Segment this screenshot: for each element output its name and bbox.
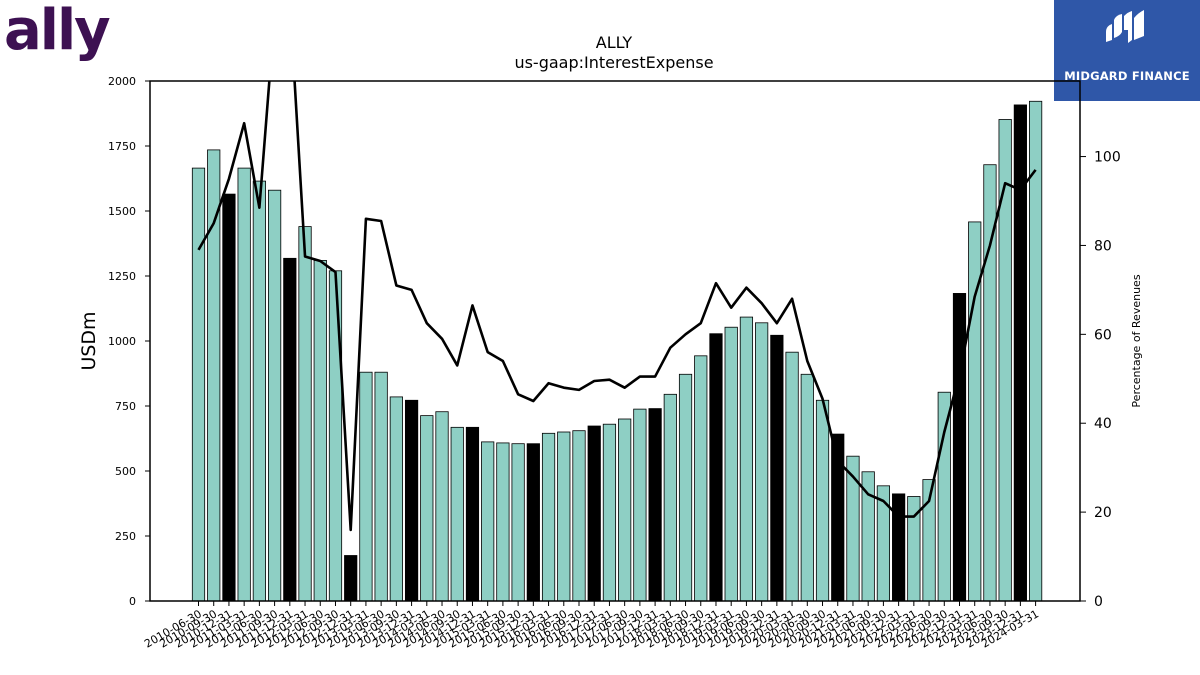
y-tick-label: 0 — [129, 595, 136, 608]
y2-tick-label: 40 — [1094, 416, 1112, 432]
bar — [496, 442, 510, 602]
bar — [694, 355, 708, 602]
bar — [648, 408, 662, 602]
chart-title: ALLY — [596, 33, 633, 52]
y-tick-label: 250 — [115, 530, 136, 543]
bar — [359, 371, 373, 602]
bar — [526, 443, 540, 602]
y2-tick-label: 60 — [1094, 327, 1112, 343]
bar — [998, 119, 1012, 602]
bar — [298, 226, 312, 602]
y-tick-label: 750 — [115, 400, 136, 413]
bar — [481, 441, 495, 602]
ally-logo: ally — [4, 0, 114, 74]
bar — [420, 415, 434, 602]
bar — [892, 493, 906, 602]
percentage-of-revenues-line — [197, 81, 1037, 532]
bar — [541, 432, 556, 602]
bar — [815, 399, 830, 602]
bar — [770, 334, 784, 602]
bar — [724, 326, 738, 602]
bar — [739, 316, 754, 602]
bar — [587, 425, 601, 602]
bar — [709, 333, 723, 602]
bar — [633, 408, 647, 602]
bar — [283, 257, 297, 602]
midgard-logo-icon — [1106, 10, 1144, 43]
bar — [344, 555, 358, 602]
bar — [313, 259, 327, 602]
bar — [678, 373, 693, 602]
bar — [222, 193, 236, 602]
y-axis-left: 0 250 500 750 1000 1250 1500 1750 2000 — [108, 75, 150, 608]
bar — [602, 423, 617, 602]
y-tick-label: 500 — [115, 465, 136, 478]
bar — [663, 393, 677, 602]
y-axis-label: USDm — [78, 311, 100, 370]
ally-logo-text: ally — [4, 0, 110, 63]
bar — [557, 431, 571, 602]
bar — [435, 411, 449, 602]
bar-series — [191, 100, 1043, 602]
bar — [191, 167, 206, 602]
y2-tick-label: 100 — [1094, 150, 1121, 166]
bar — [404, 399, 419, 602]
y2-tick-label: 20 — [1094, 505, 1112, 521]
bar — [572, 430, 586, 602]
y-tick-label: 1250 — [108, 270, 136, 283]
bar — [450, 426, 464, 602]
bar — [755, 322, 769, 602]
bar — [267, 189, 282, 602]
bar — [618, 418, 632, 602]
bar — [237, 167, 251, 602]
bar — [389, 396, 403, 602]
bar — [252, 180, 266, 602]
bar — [511, 443, 525, 602]
x-axis: 2010-06-302010-09-302010-12-312011-03-31… — [142, 601, 1041, 651]
y2-tick-label: 0 — [1094, 594, 1103, 610]
chart-subtitle: us-gaap:InterestExpense — [514, 53, 713, 72]
y-tick-label: 1000 — [108, 335, 136, 348]
midgard-finance-watermark: MIDGARD FINANCE — [1054, 0, 1200, 101]
y-tick-label: 1750 — [108, 140, 136, 153]
bar — [328, 270, 343, 602]
midgard-finance-label: MIDGARD FINANCE — [1064, 69, 1190, 83]
y-axis-right: 0 20 40 60 80 100 — [1080, 150, 1121, 610]
bar — [785, 351, 799, 602]
bar — [937, 391, 951, 602]
bar — [876, 485, 891, 602]
y2-axis-label: Percentage of Revenues — [1130, 274, 1143, 407]
percentage-line-layer — [197, 81, 1037, 532]
bar — [1013, 104, 1027, 602]
bar — [374, 371, 388, 602]
y-tick-label: 1500 — [108, 205, 136, 218]
bar — [465, 426, 480, 602]
y-tick-label: 2000 — [108, 75, 136, 88]
ally-logo-mark: ally — [4, 0, 112, 63]
bar — [207, 149, 221, 602]
y2-tick-label: 80 — [1094, 238, 1112, 254]
bar — [800, 373, 814, 602]
bar — [952, 293, 967, 602]
